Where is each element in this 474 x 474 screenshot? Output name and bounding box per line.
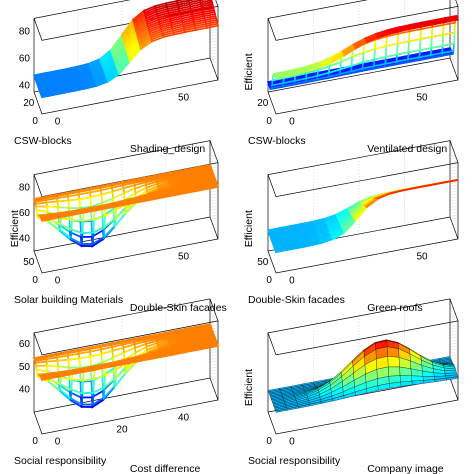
y-tick-label: 0 [289,275,295,286]
surface-cell [411,380,425,386]
surface-cell [411,185,425,190]
x-tick-label: 0 [32,275,38,286]
x-tick-label: 0 [266,436,272,447]
x-tick-label: 50 [23,257,35,268]
surface-cell [81,231,95,245]
z-tick-label: 60 [19,208,31,219]
subplot-3: 40 60 80 50 0 0 50 Solar building Materials Doub… [9,140,227,314]
z-axis-label: Efficient [243,53,255,90]
surface-cell [67,357,81,369]
x-axis-label: Double-Skin facades [248,294,345,306]
x-axis-label: Solar building Materials [14,294,123,306]
surface-cell [445,376,459,381]
axes-box [267,140,459,274]
x-tick-label: 0 [32,116,38,127]
y-axis-label: Cost difference [130,463,201,474]
y-tick-label: 50 [417,252,429,263]
surface-mesh [267,339,459,413]
surface-cell [205,343,220,350]
z-tick-label: 40 [19,233,31,244]
surface-cell [81,378,95,395]
x-tick-label: 20 [23,98,35,109]
y-axis-label: Double-Skin facades [130,302,227,314]
z-axis-label: Efficient [9,210,21,247]
y-tick-label: 0 [289,436,295,447]
y-tick-label: 50 [178,252,190,263]
surface-mesh [266,14,460,91]
axes-top [267,298,459,356]
surface-mesh [32,323,220,409]
surface-cell [411,375,424,382]
x-axis-label: Social responsibility [248,455,341,467]
x-tick-label: 0 [32,436,38,447]
surface-cell [81,218,95,234]
y-tick-label: 50 [178,93,190,104]
z-tick-label: 60 [19,339,31,350]
y-axis-label: Company image [367,463,444,474]
surface-cell [387,356,400,368]
z-tick-label: 40 [19,384,31,395]
x-axis-label: CSW-blocks [248,135,306,147]
z-tick-label: 80 [19,182,31,193]
y-tick-label: 0 [55,275,61,286]
subplot-2: 20 0 0 50 CSW-blocks Ventilated design Efficie… [243,0,460,155]
surface-mesh [266,179,459,254]
surface-mesh [32,0,219,99]
surface-cell [399,375,413,383]
y-tick-label: 40 [178,413,190,424]
surface-cell [67,198,81,209]
x-tick-label: 0 [266,116,272,127]
z-tick-label: 50 [19,362,31,373]
x-tick-label: 0 [266,275,272,286]
subplot-4: 50 0 0 50 Double-Skin facades Green roofs Effi… [243,140,459,314]
surface-cell [434,181,447,186]
y-tick-label: 0 [289,116,295,127]
y-tick-label: 20 [116,424,128,435]
z-axis-label: Efficient [243,210,255,247]
x-axis-label: CSW-blocks [14,135,72,147]
y-tick-label: 50 [417,93,429,104]
y-axis-label: Green roofs [367,302,422,314]
surface-mesh [32,163,220,248]
z-axis-label: Efficient [243,369,255,406]
x-axis-label: Social responsibility [14,455,107,467]
x-tick-label: 50 [257,257,269,268]
surface-cell [205,184,220,190]
surface-cell [81,391,95,406]
surface-cell [445,17,460,23]
subplot-6: 0 0 Social responsibility Company image Effi… [243,298,459,474]
y-axis-label: Ventilated design [367,143,447,155]
z-tick-label: 60 [19,54,31,65]
y-tick-label: 0 [55,116,61,127]
z-tick-label: 40 [19,80,31,91]
surface-cell [445,179,459,183]
subplot-5: 40 50 60 0 0 20 40 Social responsibility Cost di… [14,298,220,474]
surface-cell [423,183,436,188]
surface-cell [388,366,401,377]
surface-cell [205,22,219,29]
z-tick-label: 80 [19,27,31,38]
y-tick-label: 0 [55,436,61,447]
x-tick-label: 20 [257,98,269,109]
